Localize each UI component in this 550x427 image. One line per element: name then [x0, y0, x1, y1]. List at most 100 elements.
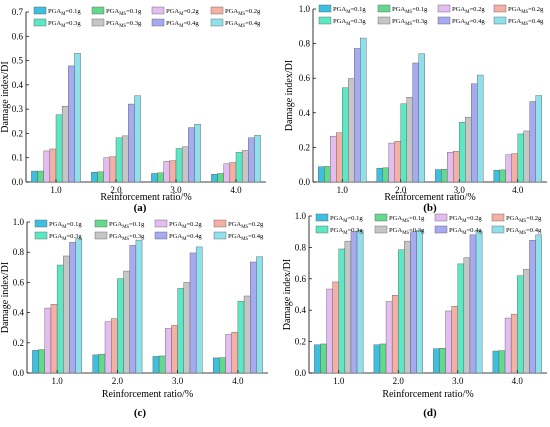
legend-label: PGAM=0.1g — [333, 6, 366, 15]
legend-label: PGAM=0.3g — [330, 227, 363, 236]
bar — [517, 133, 524, 183]
bar — [471, 83, 478, 183]
legend-swatch — [213, 219, 227, 228]
y-tick-label: 1.0 — [13, 217, 25, 227]
bar — [379, 343, 387, 374]
y-tick-label: 0.4 — [299, 108, 311, 118]
legend-label: PGAM=0.4g — [169, 233, 202, 242]
y-tick-label: 0.6 — [299, 73, 311, 83]
y-tick-label: 0.0 — [12, 177, 24, 187]
legend-label: PGAM=0.4g — [166, 20, 199, 29]
panel-label: (a) — [134, 202, 147, 214]
bar — [211, 174, 218, 183]
chart-panel-a: 0.0 0.1 0.2 0.3 0.4 0.5 0.6 0.7 1.0 2.0 3.0 4.0 Rein… — [0, 6, 266, 214]
legend-label: PGAM=0.2g — [169, 221, 202, 230]
bar — [92, 354, 100, 374]
legend-label: PGAM=0.1g — [48, 8, 81, 17]
x-tick-label: 3.0 — [172, 376, 184, 386]
chart-panel-c: 0.0 0.2 0.4 0.6 0.8 1.0 1.0 2.0 3.0 4.0 Reinforcem… — [0, 217, 268, 419]
bar — [103, 157, 111, 183]
bar — [175, 148, 183, 183]
bar — [38, 349, 45, 374]
y-tick-label: 0.5 — [12, 56, 24, 66]
bar — [250, 261, 257, 374]
bar — [123, 270, 130, 374]
bar — [400, 103, 407, 183]
bar — [151, 173, 158, 183]
x-tick-label: 1.0 — [52, 376, 64, 386]
legend-label: PGAM=0.2g — [449, 215, 482, 224]
bar — [49, 148, 57, 183]
legend-swatch — [493, 4, 507, 13]
legend-swatch — [315, 213, 329, 222]
bar — [61, 106, 69, 183]
legend-label: PGAMS=0.3g — [389, 227, 425, 236]
bar — [338, 248, 346, 374]
x-tick-label: 3.0 — [454, 185, 466, 195]
legend-label: PGAMS=0.3g — [109, 233, 145, 242]
bar — [163, 161, 171, 183]
bar — [195, 246, 203, 374]
legend-label: PGAM=0.2g — [452, 6, 485, 15]
bar — [158, 355, 166, 374]
y-tick-label: 0.0 — [295, 368, 307, 378]
legend-label: PGAMS=0.2g — [228, 221, 264, 230]
bar — [318, 166, 325, 183]
y-axis-label: Damage index/DI — [0, 61, 11, 132]
legend-label: PGAMS=0.1g — [392, 6, 428, 15]
legend-swatch — [91, 6, 105, 15]
y-axis-label: Damage index/DI — [0, 262, 11, 333]
bar — [56, 264, 64, 374]
bar — [523, 130, 530, 183]
bar — [104, 321, 112, 374]
legend-swatch — [34, 219, 48, 228]
y-tick-label: 0.0 — [13, 368, 25, 378]
bar — [511, 153, 518, 183]
y-tick-label: 0.4 — [13, 308, 25, 318]
x-axis-label: Reinforcement ratio/% — [100, 192, 191, 203]
legend-swatch — [437, 4, 451, 13]
bar — [50, 304, 58, 374]
bar — [217, 173, 224, 183]
bar — [510, 313, 518, 374]
bar — [499, 169, 506, 183]
x-tick-label: 4.0 — [512, 376, 524, 386]
bar — [75, 238, 83, 374]
legend-swatch — [318, 16, 332, 25]
legend-swatch — [33, 18, 47, 27]
legend-swatch — [491, 225, 505, 234]
bar — [410, 231, 417, 374]
legend-label: PGAMS=0.1g — [109, 221, 145, 230]
bar — [183, 282, 191, 374]
legend-swatch — [210, 6, 224, 15]
legend-label: PGAMS=0.2g — [506, 215, 542, 224]
legend-swatch — [493, 16, 507, 25]
bar — [188, 127, 195, 183]
x-axis-label: Reinforcement ratio/% — [102, 389, 193, 400]
x-tick-label: 4.0 — [230, 185, 242, 195]
x-axis-label: Reinforcement ratio/% — [384, 192, 475, 203]
y-tick-label: 0.8 — [295, 242, 307, 252]
bar — [493, 170, 500, 183]
bar — [98, 353, 106, 374]
bar — [194, 123, 201, 183]
bar — [463, 257, 471, 374]
bar — [55, 114, 63, 183]
bar — [37, 170, 44, 183]
bar — [223, 163, 231, 183]
bar — [529, 240, 536, 374]
bar — [241, 150, 249, 183]
legend-label: PGAM=0.1g — [330, 215, 363, 224]
bar — [477, 74, 484, 183]
legend-label: PGAMS=0.3g — [392, 18, 428, 27]
x-tick-label: 1.0 — [337, 185, 349, 195]
bar — [535, 95, 542, 183]
bar — [342, 87, 349, 183]
bar — [314, 344, 321, 374]
panel-label: (c) — [134, 407, 147, 419]
y-tick-label: 0.0 — [299, 177, 311, 187]
bar — [492, 350, 500, 374]
legend-swatch — [34, 231, 48, 240]
x-tick-label: 1.0 — [50, 185, 62, 195]
